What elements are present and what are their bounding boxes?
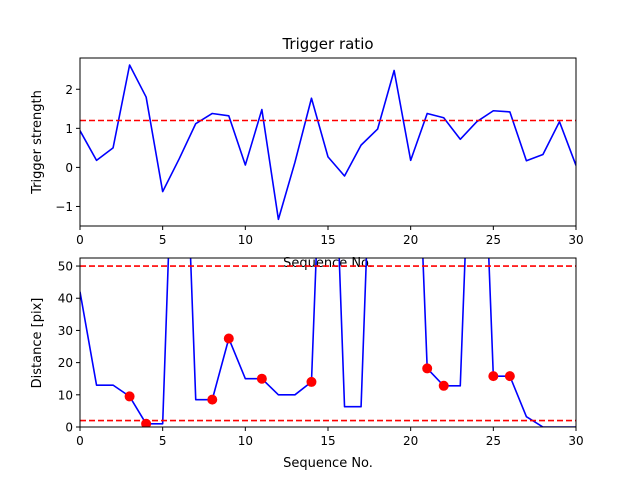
data-point-marker (488, 371, 499, 382)
plot-area (80, 258, 576, 427)
data-point-marker (438, 380, 449, 391)
x-tick-label: 5 (159, 434, 167, 448)
x-tick-label: 25 (486, 434, 501, 448)
data-point-marker (141, 418, 152, 427)
plot-area (80, 64, 576, 221)
chart-title: Trigger ratio (281, 35, 373, 53)
y-tick-label: 10 (58, 388, 73, 402)
y-tick-label: 0 (65, 161, 73, 175)
y-axis-label: Trigger strength (30, 90, 45, 195)
x-tick-label: 0 (76, 434, 84, 448)
y-tick-label: 1 (65, 122, 73, 136)
series-line (80, 258, 576, 427)
x-tick-label: 25 (486, 233, 501, 247)
series-line (80, 64, 576, 221)
x-tick-label: 20 (403, 233, 418, 247)
data-point-marker (256, 373, 267, 384)
x-tick-label: 15 (320, 434, 335, 448)
data-point-marker (306, 376, 317, 387)
distance-plot: Distance [pix] Sequence No. 0 5 10 15 20 25 30… (30, 257, 584, 471)
y-tick-label: 30 (58, 324, 73, 338)
x-axis-label: Sequence No. (283, 456, 373, 471)
data-point-marker (124, 391, 135, 402)
data-point-marker (223, 333, 234, 344)
y-tick-label: 2 (65, 83, 73, 97)
data-point-marker (422, 363, 433, 374)
x-tick-label: 15 (320, 233, 335, 247)
x-tick-label: 20 (403, 434, 418, 448)
data-point-marker (504, 371, 515, 382)
y-tick-label: 50 (58, 260, 73, 274)
y-tick-label: 0 (65, 421, 73, 435)
y-axis-label: Distance [pix] (30, 298, 45, 389)
y-tick-label: 20 (58, 356, 73, 370)
x-tick-label: 10 (238, 233, 253, 247)
x-tick-label: 30 (568, 233, 583, 247)
trigger-ratio-plot: Trigger ratio Trigger strength Sequence … (30, 35, 584, 271)
x-axis-label: Sequence No. (283, 256, 373, 271)
x-tick-label: 5 (159, 233, 167, 247)
x-tick-label: 10 (238, 434, 253, 448)
x-tick-label: 30 (568, 434, 583, 448)
plot-frame (79, 257, 577, 428)
data-point-marker (207, 394, 218, 405)
x-tick-label: 0 (76, 233, 84, 247)
y-tick-label: −1 (55, 200, 73, 214)
y-tick-label: 40 (58, 292, 73, 306)
